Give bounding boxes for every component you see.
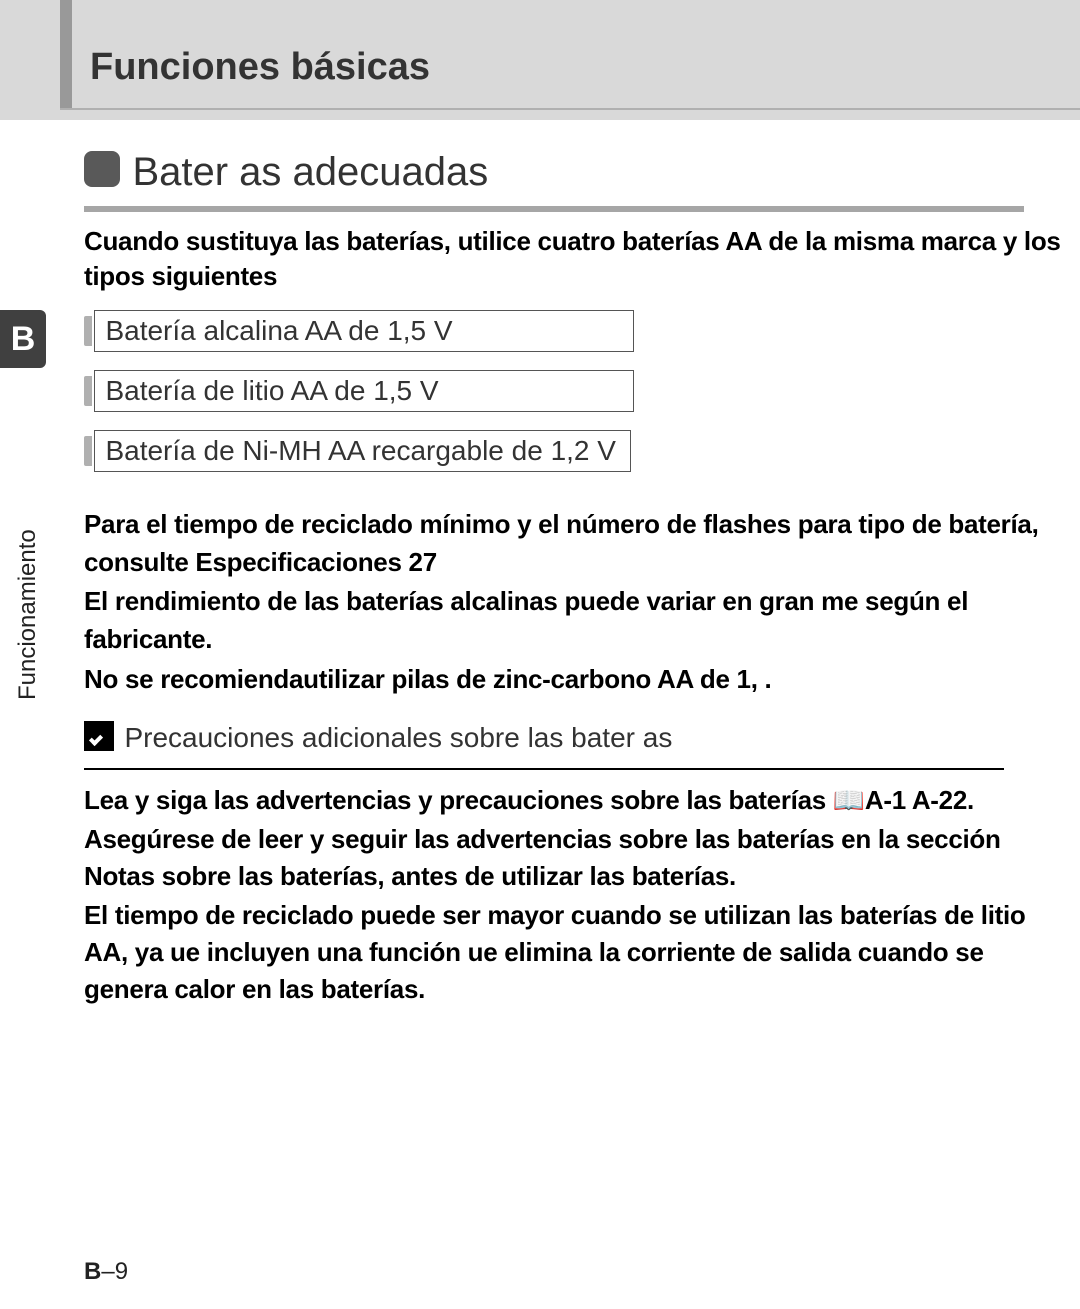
note-paragraph: Asegúrese de leer y seguir las advertenc… bbox=[84, 821, 1064, 895]
section-title: Bater as adecuadas bbox=[132, 150, 488, 195]
bullet-item: El rendimiento de las baterías alcalinas… bbox=[84, 583, 1080, 658]
note-paragraph: El tiempo de reciclado puede ser mayor c… bbox=[84, 897, 1064, 1008]
bullet-item: Para el tiempo de reciclado mínimo y el … bbox=[84, 506, 1080, 581]
section-underline bbox=[84, 206, 1024, 212]
page-number-letter: B bbox=[84, 1258, 101, 1285]
side-tab: B bbox=[0, 310, 46, 368]
manual-page: Funciones básicas Bater as adecuadas Cua… bbox=[0, 0, 1080, 1309]
page-title: Funciones básicas bbox=[90, 46, 430, 89]
list-bullet-icon bbox=[84, 376, 92, 406]
list-bullet-icon bbox=[84, 436, 92, 466]
header-separator bbox=[60, 108, 1080, 110]
note-heading-row: Precauciones adicionales sobre las bater… bbox=[84, 722, 1024, 754]
note-underline bbox=[84, 768, 1004, 770]
note-body: Lea y siga las advertencias y precaucion… bbox=[84, 782, 1064, 1009]
page-number: B–9 bbox=[84, 1258, 128, 1286]
battery-type-box: Batería alcalina AA de 1,5 V bbox=[94, 310, 634, 352]
battery-row: Batería de litio AA de 1,5 V bbox=[84, 370, 634, 412]
battery-type-list: Batería alcalina AA de 1,5 V Batería de … bbox=[84, 310, 634, 490]
checkmark-icon bbox=[84, 721, 114, 751]
intro-paragraph: Cuando sustituya las baterías, utilice c… bbox=[84, 224, 1080, 294]
section-bullet-icon bbox=[84, 151, 120, 187]
battery-type-box: Batería de litio AA de 1,5 V bbox=[94, 370, 634, 412]
bullet-item: No se recomiendautilizar pilas de zinc-c… bbox=[84, 661, 1080, 699]
section-heading-row: Bater as adecuadas bbox=[84, 150, 1064, 195]
page-number-sep: – bbox=[101, 1258, 114, 1285]
list-bullet-icon bbox=[84, 316, 92, 346]
side-vertical-label: Funcionamiento bbox=[14, 529, 42, 700]
battery-row: Batería de Ni-MH AA recargable de 1,2 V bbox=[84, 430, 634, 472]
page-number-value: 9 bbox=[115, 1258, 128, 1285]
battery-type-box: Batería de Ni-MH AA recargable de 1,2 V bbox=[94, 430, 631, 472]
battery-row: Batería alcalina AA de 1,5 V bbox=[84, 310, 634, 352]
note-title: Precauciones adicionales sobre las bater… bbox=[124, 722, 672, 754]
header-accent bbox=[60, 0, 72, 108]
specification-bullets: Para el tiempo de reciclado mínimo y el … bbox=[84, 506, 1080, 700]
note-paragraph: Lea y siga las advertencias y precaucion… bbox=[84, 782, 1064, 819]
